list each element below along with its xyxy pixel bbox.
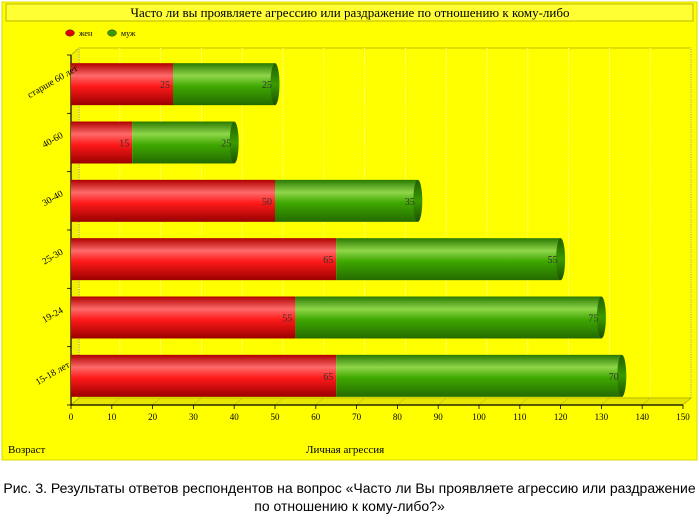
bar-male [336, 354, 622, 397]
x-gridline-floor [478, 397, 488, 406]
x-gridline-floor [642, 397, 651, 406]
data-label-female: 15 [119, 139, 129, 150]
x-gridline-floor [152, 397, 161, 406]
bar-male [275, 179, 418, 222]
bar-female [71, 121, 133, 164]
y-axis-label: Возраст [8, 444, 46, 456]
bar-female [71, 238, 337, 281]
x-axis-label: Личная агрессия [306, 444, 385, 456]
x-tick-label: 110 [513, 412, 527, 422]
x-gridline-floor [234, 397, 243, 406]
x-tick-label: 10 [107, 412, 117, 422]
x-tick-label: 40 [230, 412, 240, 422]
x-gridline-floor [193, 397, 202, 406]
x-gridline-floor [397, 397, 406, 406]
plot-back-wall [78, 47, 692, 399]
x-gridline-floor [274, 397, 284, 406]
bar-cap [617, 354, 627, 397]
data-label-male: 25 [221, 139, 231, 150]
x-tick-label: 0 [69, 412, 74, 422]
x-gridline-floor [519, 397, 528, 406]
x-gridline-floor [682, 397, 692, 406]
x-gridline-floor [438, 397, 447, 406]
bar-female [71, 63, 173, 106]
x-tick-label: 60 [311, 412, 321, 422]
legend-label-female: жен [78, 29, 93, 38]
x-tick-label: 50 [271, 412, 281, 422]
x-gridline-floor [315, 397, 324, 406]
bar-male [132, 121, 235, 164]
title-bar [5, 3, 694, 22]
bar-cap [556, 238, 566, 281]
legend-marker-male [107, 29, 117, 37]
x-tick-label: 70 [352, 412, 362, 422]
data-label-female: 65 [323, 255, 333, 266]
bar-male [336, 238, 561, 281]
figure-caption: Рис. 3. Результаты ответов респондентов … [3, 480, 696, 514]
x-gridline-floor [70, 397, 80, 406]
x-gridline-floor [601, 397, 610, 406]
x-tick-label: 120 [554, 412, 568, 422]
bar-cap [229, 121, 239, 164]
data-label-female: 65 [323, 372, 333, 383]
bar-female [71, 354, 337, 397]
data-label-male: 75 [588, 314, 598, 325]
x-tick-label: 150 [676, 412, 690, 422]
bar-cap [596, 296, 606, 339]
x-gridline-floor [356, 397, 365, 406]
plot-floor [70, 397, 692, 406]
data-label-female: 50 [262, 197, 272, 208]
bar-female [71, 179, 275, 222]
bar-male [173, 63, 275, 106]
bar-cap [413, 179, 423, 222]
chart-title: Часто ли вы проявляете агрессию или разд… [131, 5, 570, 20]
data-label-female: 55 [282, 314, 292, 325]
x-tick-label: 80 [393, 412, 403, 422]
x-tick-label: 100 [472, 412, 486, 422]
bar-cap [270, 63, 280, 106]
x-gridline-floor [111, 397, 120, 406]
bar-male [295, 296, 602, 339]
bar-female [71, 296, 296, 339]
data-label-male: 70 [609, 372, 619, 383]
chart-svg: Часто ли вы проявляете агрессию или разд… [1, 1, 698, 461]
chart: Часто ли вы проявляете агрессию или разд… [1, 1, 698, 461]
x-gridline-floor [560, 397, 569, 406]
x-tick-label: 20 [148, 412, 158, 422]
x-tick-label: 140 [635, 412, 649, 422]
x-tick-label: 30 [189, 412, 199, 422]
x-tick-label: 90 [434, 412, 444, 422]
data-label-male: 35 [405, 197, 415, 208]
data-label-male: 55 [548, 255, 558, 266]
data-label-male: 25 [262, 80, 272, 91]
legend-marker-female [65, 29, 75, 37]
data-label-female: 25 [160, 80, 170, 91]
x-tick-label: 130 [595, 412, 609, 422]
legend-label-male: муж [121, 29, 136, 38]
